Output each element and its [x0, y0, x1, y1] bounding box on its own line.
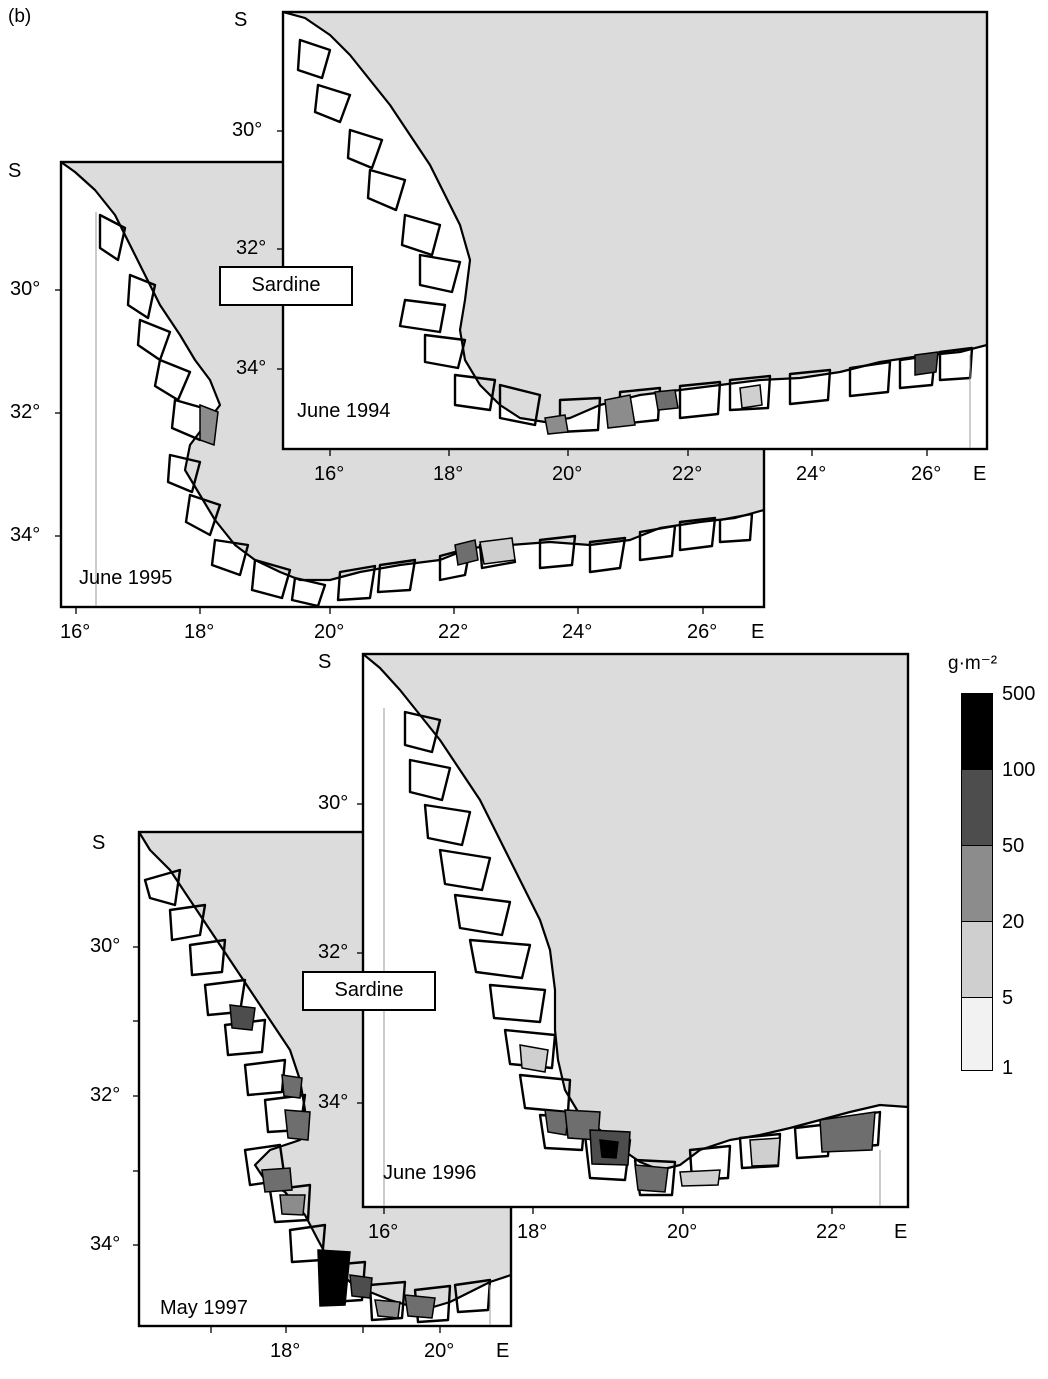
legend-level-50: 50 — [1002, 835, 1025, 857]
x-tick-1996-16: 16° — [368, 1221, 399, 1243]
y-axis-label-1997: S — [92, 832, 106, 854]
x-tick-1995-22: 22° — [438, 621, 469, 643]
x-tick-1995-24: 24° — [562, 621, 593, 643]
y-tick-1996-34: 34° — [318, 1091, 349, 1113]
panel-letter: (b) — [8, 6, 32, 27]
y-tick-1997-34: 34° — [90, 1233, 121, 1255]
legend-swatch-1-5 — [961, 997, 993, 1071]
y-axis-label-1995: S — [8, 160, 22, 182]
legend-swatch-5-20 — [961, 921, 993, 998]
x-axis-label-1996: E — [894, 1221, 908, 1243]
survey-label-1997: May 1997 — [160, 1297, 248, 1319]
x-tick-1995-18: 18° — [184, 621, 215, 643]
survey-label-1996: June 1996 — [383, 1162, 477, 1184]
legend-level-1: 1 — [1002, 1057, 1014, 1079]
legend-level-5: 5 — [1002, 987, 1014, 1009]
x-tick-1996-20: 20° — [667, 1221, 698, 1243]
species-label-bottom: Sardine — [302, 971, 436, 1011]
survey-label-1995: June 1995 — [79, 567, 173, 589]
x-tick-1995-26: 26° — [687, 621, 718, 643]
x-tick-1996-22: 22° — [816, 1221, 847, 1243]
y-axis-label-1996: S — [318, 651, 332, 673]
x-tick-1997-18: 18° — [270, 1340, 301, 1362]
legend-swatch-20-50 — [961, 845, 993, 922]
x-axis-label-1997: E — [496, 1340, 510, 1362]
y-tick-1995-32: 32° — [10, 401, 41, 423]
y-tick-1997-32: 32° — [90, 1084, 121, 1106]
x-tick-1994-22: 22° — [672, 463, 703, 485]
x-tick-1994-24: 24° — [796, 463, 827, 485]
legend-level-20: 20 — [1002, 911, 1025, 933]
legend-level-100: 100 — [1002, 759, 1036, 781]
x-tick-1995-16: 16° — [60, 621, 91, 643]
species-label-top: Sardine — [219, 266, 353, 306]
y-tick-1994-32: 32° — [236, 237, 267, 259]
y-axis-label-1994: S — [234, 9, 248, 31]
y-tick-1996-30: 30° — [318, 792, 349, 814]
x-tick-1994-18: 18° — [433, 463, 464, 485]
x-tick-1995-20: 20° — [314, 621, 345, 643]
x-axis-label-1994: E — [973, 463, 987, 485]
y-tick-1996-32: 32° — [318, 941, 349, 963]
x-tick-1994-20: 20° — [552, 463, 583, 485]
map-june-1996 — [357, 652, 910, 1214]
y-tick-1995-30: 30° — [10, 278, 41, 300]
x-tick-1996-18: 18° — [517, 1221, 548, 1243]
legend-swatch-50-100 — [961, 769, 993, 846]
legend-swatch-100-500 — [961, 693, 993, 770]
y-tick-1994-30: 30° — [232, 119, 263, 141]
y-tick-1997-30: 30° — [90, 935, 121, 957]
x-axis-label-1995: E — [751, 621, 765, 643]
legend-level-500: 500 — [1002, 683, 1036, 705]
x-tick-1994-16: 16° — [314, 463, 345, 485]
survey-label-1994: June 1994 — [297, 400, 391, 422]
x-tick-1994-26: 26° — [911, 463, 942, 485]
legend-unit: g·m⁻² — [948, 653, 998, 674]
y-tick-1995-34: 34° — [10, 524, 41, 546]
map-june-1994 — [277, 10, 989, 456]
y-tick-1994-34: 34° — [236, 357, 267, 379]
x-tick-1997-20: 20° — [424, 1340, 455, 1362]
